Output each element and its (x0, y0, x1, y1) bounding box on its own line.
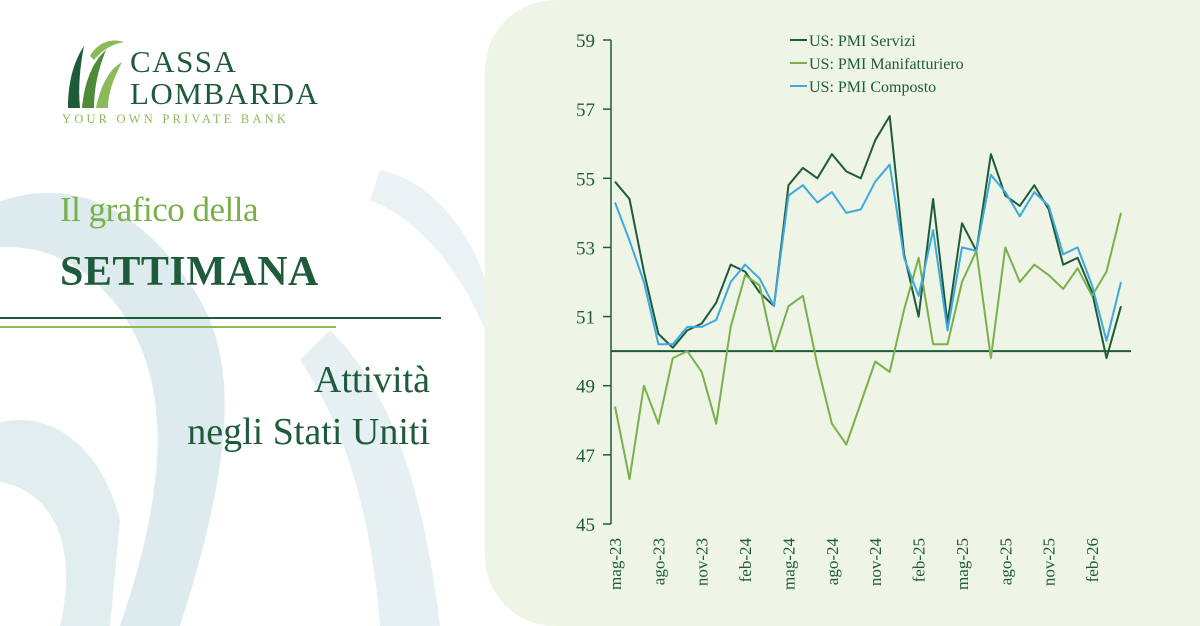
x-tick-label: mag-23 (606, 538, 625, 590)
decorative-leaf-background (0, 170, 485, 626)
logo-name-line1: CASSA (130, 44, 238, 79)
cassa-lombarda-logo: CASSA LOMBARDA YOUR OWN PRIVATE BANK (62, 36, 352, 131)
heading-line1: Il grafico della (60, 190, 259, 229)
series-line-3 (614, 163, 1122, 346)
x-tick-label: nov-24 (866, 538, 885, 587)
y-tick-label: 59 (576, 31, 595, 52)
legend-label-2: US: PMI Manifatturiero (809, 56, 964, 73)
x-tick-label: nov-25 (1040, 538, 1059, 586)
x-tick-label: feb-26 (1083, 538, 1102, 582)
x-tick-label: feb-24 (736, 538, 755, 583)
logo-tagline: YOUR OWN PRIVATE BANK (62, 112, 290, 126)
series-line-1 (614, 115, 1122, 360)
x-tick-label: ago-25 (996, 538, 1015, 585)
y-tick-label: 53 (576, 238, 595, 259)
divider-dark (0, 317, 441, 319)
x-tick-label: mag-25 (953, 538, 972, 590)
x-tick-label: ago-23 (649, 538, 668, 585)
y-tick-label: 47 (576, 446, 595, 467)
logo-grass-icon (68, 40, 124, 108)
chart-panel-background (485, 0, 1200, 626)
pmi-line-chart: 45 47 49 51 53 55 57 59 mag-23 ago-23 nov-23 feb-24… (576, 31, 1131, 590)
x-tick-label: nov-23 (693, 538, 712, 586)
subtitle-line2: negli Stati Uniti (187, 411, 430, 453)
subtitle-line1: Attività (313, 359, 430, 401)
x-tick-label: ago-24 (823, 538, 842, 586)
y-tick-label: 51 (576, 308, 595, 329)
y-tick-label: 55 (576, 169, 595, 190)
y-tick-label: 49 (576, 377, 595, 398)
legend-label-3: US: PMI Composto (809, 79, 936, 96)
x-tick-label: mag-24 (779, 538, 798, 590)
divider-light (0, 326, 336, 328)
series-line-2 (614, 212, 1122, 481)
logo-wordmark: CASSA LOMBARDA (130, 46, 319, 110)
heading-line2: SETTIMANA (60, 249, 319, 295)
legend-label-1: US: PMI Servizi (809, 33, 916, 50)
y-tick-label: 45 (576, 515, 595, 536)
x-tick-label: feb-25 (910, 538, 929, 582)
logo-name-line2: LOMBARDA (130, 76, 320, 111)
y-tick-label: 57 (576, 100, 595, 121)
